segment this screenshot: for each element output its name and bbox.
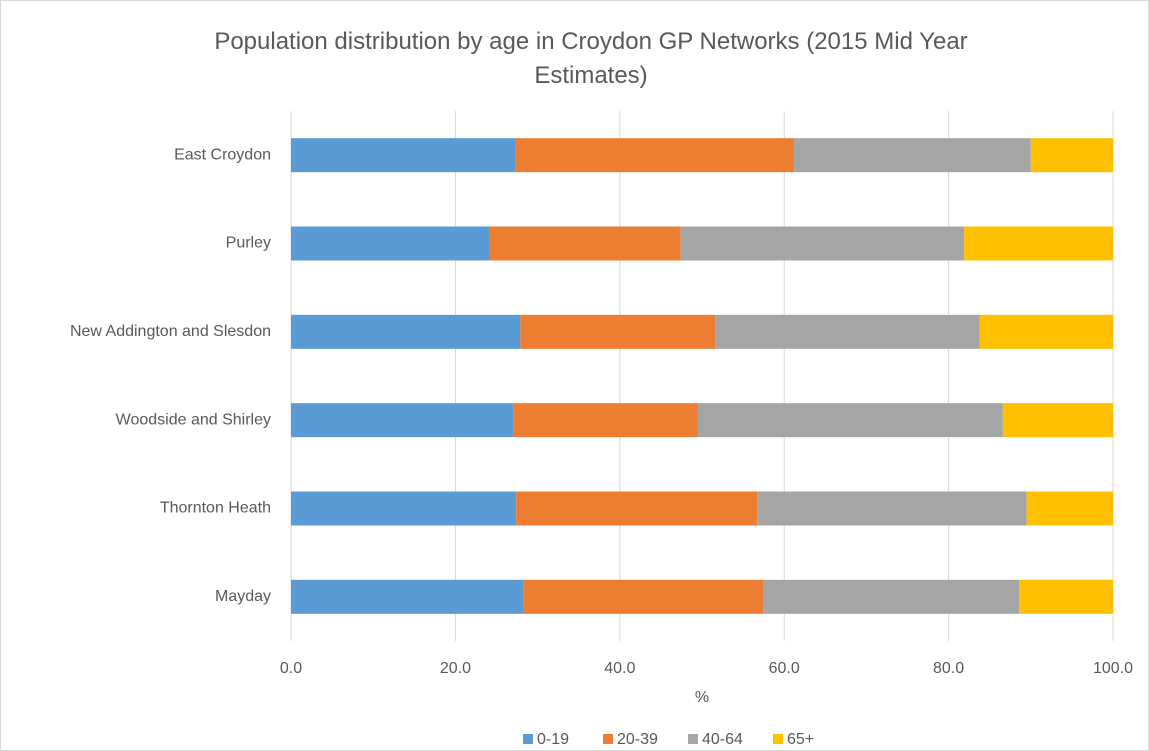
bar-segment bbox=[489, 226, 681, 261]
legend-label: 65+ bbox=[787, 731, 814, 748]
y-tick-label: East Croydon bbox=[174, 146, 271, 163]
y-tick-label: Thornton Heath bbox=[160, 500, 271, 517]
bar-segment bbox=[1030, 138, 1113, 173]
bar-segment bbox=[513, 403, 698, 438]
x-tick-label: 20.0 bbox=[440, 660, 471, 677]
x-tick-label: 40.0 bbox=[604, 660, 635, 677]
bar-segment bbox=[291, 226, 490, 261]
legend-label: 20-39 bbox=[617, 731, 658, 748]
bar-segment bbox=[515, 138, 795, 173]
bar-segment bbox=[1026, 491, 1113, 526]
chart-title: Population distribution by age in Croydo… bbox=[214, 28, 968, 89]
bar-segment bbox=[291, 138, 516, 173]
legend-label: 0-19 bbox=[537, 731, 569, 748]
bar-segment bbox=[516, 491, 758, 526]
bar-segment bbox=[757, 491, 1027, 526]
legend-swatch bbox=[773, 734, 783, 744]
bar-segment bbox=[291, 403, 514, 438]
bar-segment bbox=[979, 314, 1113, 349]
legend-swatch bbox=[688, 734, 698, 744]
legend-swatch bbox=[603, 734, 613, 744]
bar-segment bbox=[291, 491, 517, 526]
x-axis-label: % bbox=[695, 689, 709, 706]
bar-segment bbox=[291, 579, 524, 614]
bar-segment bbox=[763, 579, 1020, 614]
bar-segment bbox=[523, 579, 764, 614]
bar-segment bbox=[1002, 403, 1113, 438]
bar-segment bbox=[715, 314, 980, 349]
bar-segment bbox=[964, 226, 1113, 261]
x-tick-label: 60.0 bbox=[769, 660, 800, 677]
legend-swatch bbox=[523, 734, 533, 744]
x-tick-label: 0.0 bbox=[280, 660, 302, 677]
bar-segment bbox=[520, 314, 716, 349]
y-tick-label: Purley bbox=[226, 235, 271, 252]
bar-segment bbox=[291, 314, 521, 349]
y-tick-label: Mayday bbox=[215, 588, 271, 605]
x-tick-label: 80.0 bbox=[933, 660, 964, 677]
x-tick-label: 100.0 bbox=[1093, 660, 1133, 677]
bar-segment bbox=[680, 226, 965, 261]
y-tick-label: New Addington and Slesdon bbox=[70, 323, 271, 340]
bar-segment bbox=[697, 403, 1003, 438]
y-tick-label: Woodside and Shirley bbox=[116, 411, 271, 428]
bar-segment bbox=[794, 138, 1031, 173]
legend-label: 40-64 bbox=[702, 731, 743, 748]
bar-segment bbox=[1019, 579, 1113, 614]
